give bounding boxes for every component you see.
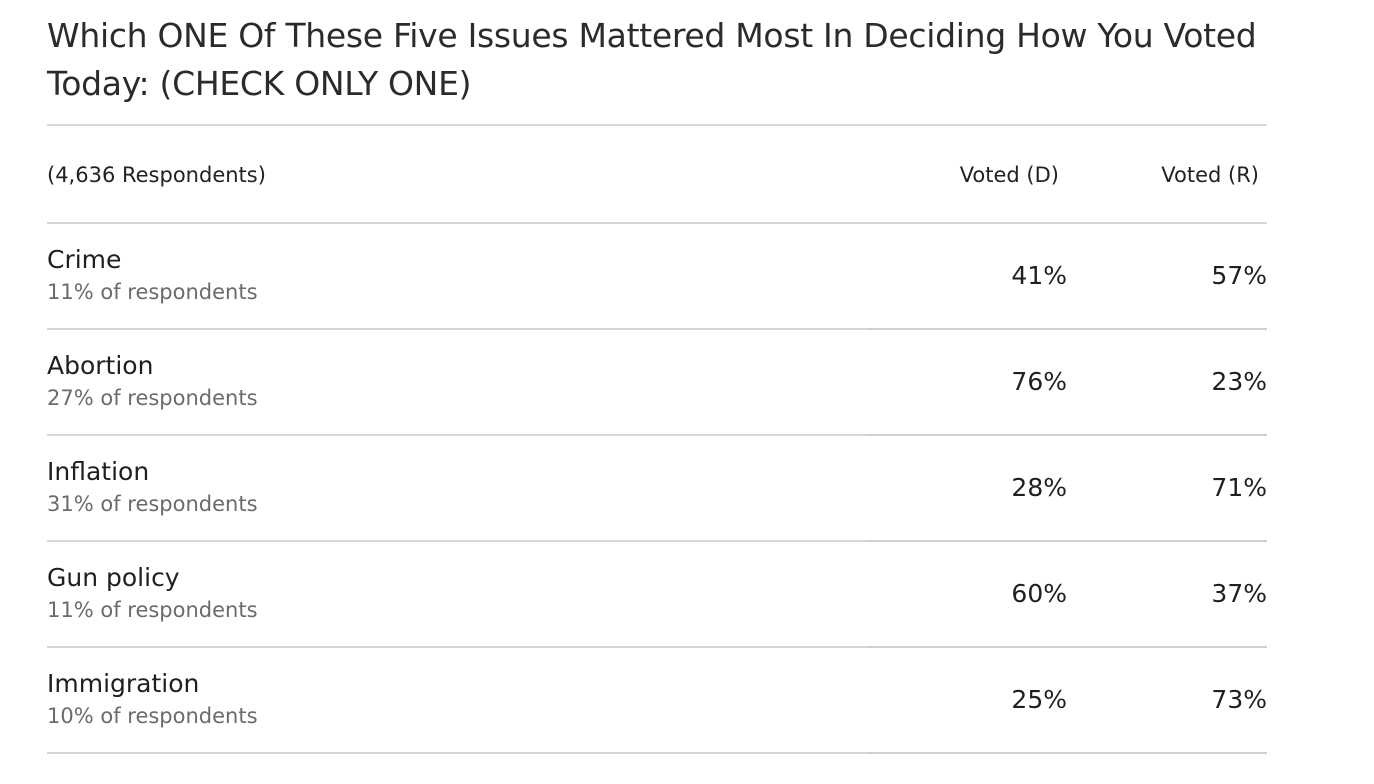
table-row: Gun policy 11% of respondents 60% 37%	[47, 542, 1267, 646]
row-divider-segment	[867, 434, 1267, 436]
table-row: Crime 11% of respondents 41% 57%	[47, 224, 1267, 328]
column-header-voted-r: Voted (R)	[1161, 163, 1259, 187]
voted-r-value: 23%	[1211, 367, 1267, 396]
row-divider	[47, 752, 1267, 754]
row-divider	[47, 540, 1267, 542]
voted-d-value: 28%	[1011, 473, 1067, 502]
table-row: Inflation 31% of respondents 28% 71%	[47, 436, 1267, 540]
issue-share: 11% of respondents	[47, 598, 258, 622]
issue-share: 10% of respondents	[47, 704, 258, 728]
issue-label: Abortion	[47, 351, 154, 380]
column-header-voted-d: Voted (D)	[959, 163, 1059, 187]
row-divider	[47, 434, 1267, 436]
table-row: Abortion 27% of respondents 76% 23%	[47, 330, 1267, 434]
top-divider	[47, 124, 1267, 126]
issue-label: Crime	[47, 245, 122, 274]
row-divider-segment	[867, 646, 1267, 648]
issue-share: 31% of respondents	[47, 492, 258, 516]
results-table: (4,636 Respondents) Voted (D) Voted (R) …	[47, 124, 1267, 754]
respondents-count: (4,636 Respondents)	[47, 163, 266, 187]
row-divider-segment	[867, 752, 1267, 754]
table-row: Immigration 10% of respondents 25% 73%	[47, 648, 1267, 752]
issue-label: Immigration	[47, 669, 200, 698]
voted-d-value: 76%	[1011, 367, 1067, 396]
page-title: Which ONE Of These Five Issues Mattered …	[47, 16, 1257, 103]
issue-label: Inflation	[47, 457, 150, 486]
row-divider	[47, 646, 1267, 648]
issue-share: 27% of respondents	[47, 386, 258, 410]
table-header: (4,636 Respondents) Voted (D) Voted (R)	[47, 126, 1267, 222]
issue-share: 11% of respondents	[47, 280, 258, 304]
voted-d-value: 25%	[1011, 685, 1067, 714]
table-body: Crime 11% of respondents 41% 57% Abortion 27%…	[47, 224, 1267, 754]
row-divider	[47, 328, 1267, 330]
row-divider-segment	[867, 328, 1267, 330]
voted-r-value: 73%	[1211, 685, 1267, 714]
row-divider-segment	[867, 540, 1267, 542]
issue-label: Gun policy	[47, 563, 180, 592]
voted-r-value: 37%	[1211, 579, 1267, 608]
voted-r-value: 71%	[1211, 473, 1267, 502]
header-divider	[47, 222, 1267, 224]
voted-r-value: 57%	[1211, 261, 1267, 290]
voted-d-value: 41%	[1011, 261, 1067, 290]
voted-d-value: 60%	[1011, 579, 1067, 608]
